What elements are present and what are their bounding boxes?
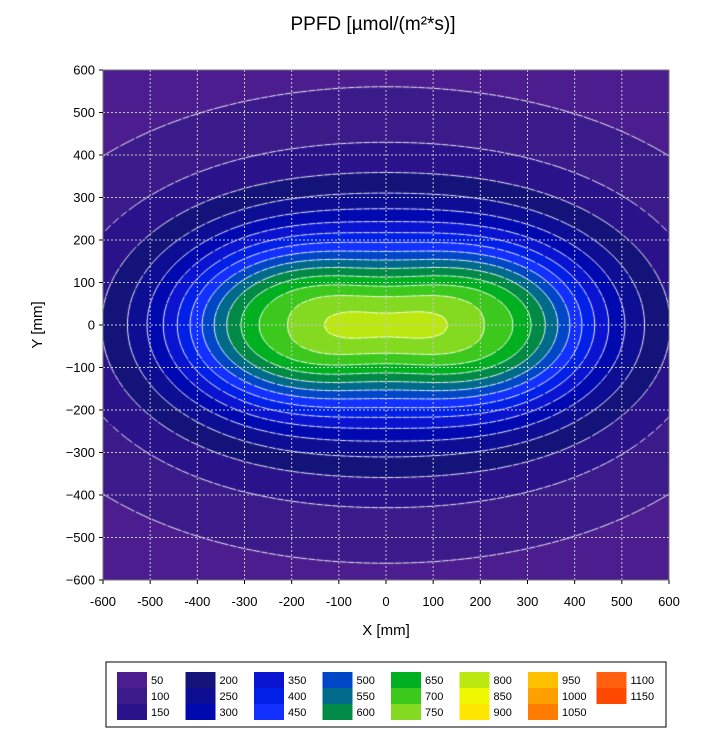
y-tick-label: −300 — [66, 445, 95, 460]
legend-swatch — [391, 688, 421, 704]
legend-label: 1100 — [631, 675, 655, 687]
legend-label: 1150 — [631, 691, 655, 703]
plot-area — [102, 69, 670, 581]
y-tick-label: 400 — [73, 148, 95, 163]
legend-label: 400 — [288, 691, 306, 703]
x-tick-label: -500 — [137, 594, 163, 609]
legend-label: 50 — [151, 675, 163, 687]
x-tick-label: 500 — [611, 594, 633, 609]
legend-swatch — [596, 688, 627, 704]
chart-title: PPFD [µmol/(m²*s)] — [290, 14, 455, 35]
x-tick-label: -600 — [90, 594, 116, 609]
legend-label: 1050 — [562, 707, 586, 719]
legend-label: 1000 — [562, 691, 586, 703]
y-tick-label: −200 — [66, 403, 95, 418]
legend-swatch — [459, 672, 490, 688]
legend-swatch — [117, 704, 147, 720]
x-axis-label: X [mm] — [362, 622, 410, 639]
y-tick-label: −100 — [66, 360, 95, 375]
x-tick-label: 200 — [469, 594, 491, 609]
legend-label: 500 — [357, 675, 375, 687]
x-tick-label: 300 — [517, 594, 539, 609]
legend-swatch — [185, 672, 216, 688]
legend-swatch — [459, 688, 490, 704]
x-tick-label: -300 — [231, 594, 257, 609]
y-tick-label: −600 — [66, 573, 95, 588]
y-tick-label: −500 — [66, 530, 95, 545]
y-axis-label: Y [mm] — [29, 301, 46, 348]
legend-swatch — [117, 672, 147, 688]
legend-swatch — [254, 672, 284, 688]
x-tick-label: -400 — [184, 594, 210, 609]
x-tick-label: 600 — [658, 594, 680, 609]
legend-label: 750 — [425, 707, 443, 719]
legend-swatch — [528, 704, 558, 720]
legend-swatch — [322, 704, 353, 720]
x-tick-label: -200 — [279, 594, 305, 609]
y-tick-label: 0 — [88, 318, 95, 333]
x-axis: -600 -500 -400 -300 -200 -100 0 100 200 300 400 500… — [90, 580, 680, 609]
legend-label: 450 — [288, 707, 306, 719]
x-tick-label: -100 — [326, 594, 352, 609]
legend-swatch — [528, 688, 558, 704]
legend-label: 850 — [494, 691, 512, 703]
legend-label: 800 — [494, 675, 512, 687]
y-axis: 600 500 400 300 200 100 0 −100 −200 −300 −400 −500 −… — [66, 63, 103, 588]
legend-swatch — [185, 704, 216, 720]
x-tick-label: 400 — [564, 594, 586, 609]
legend-label: 600 — [357, 707, 375, 719]
legend-swatch — [185, 688, 216, 704]
legend-swatch — [391, 704, 421, 720]
legend-label: 950 — [562, 675, 580, 687]
y-tick-label: 600 — [73, 63, 95, 78]
x-tick-label: 0 — [382, 594, 389, 609]
y-tick-label: 200 — [73, 233, 95, 248]
legend-label: 550 — [357, 691, 375, 703]
legend-label: 150 — [151, 707, 169, 719]
legend-swatch — [322, 672, 353, 688]
legend-swatch — [254, 688, 284, 704]
legend-label: 100 — [151, 691, 169, 703]
legend: 50 100 150 200 250 300 350 400 450 500 550 600 650 70… — [105, 661, 667, 728]
legend-swatch — [254, 704, 284, 720]
x-tick-label: 100 — [422, 594, 444, 609]
legend-swatch — [596, 672, 627, 688]
legend-swatch — [322, 688, 353, 704]
y-tick-label: 100 — [73, 275, 95, 290]
legend-label: 300 — [220, 707, 238, 719]
legend-swatch — [459, 704, 490, 720]
legend-swatch — [391, 672, 421, 688]
y-tick-label: −400 — [66, 488, 95, 503]
legend-label: 250 — [220, 691, 238, 703]
y-tick-label: 500 — [73, 105, 95, 120]
legend-label: 350 — [288, 675, 306, 687]
legend-swatch — [117, 688, 147, 704]
grid-lines — [103, 70, 669, 580]
legend-label: 700 — [425, 691, 443, 703]
legend-swatch — [528, 672, 558, 688]
legend-label: 900 — [494, 707, 512, 719]
legend-label: 200 — [220, 675, 238, 687]
y-tick-label: 300 — [73, 190, 95, 205]
legend-label: 650 — [425, 675, 443, 687]
